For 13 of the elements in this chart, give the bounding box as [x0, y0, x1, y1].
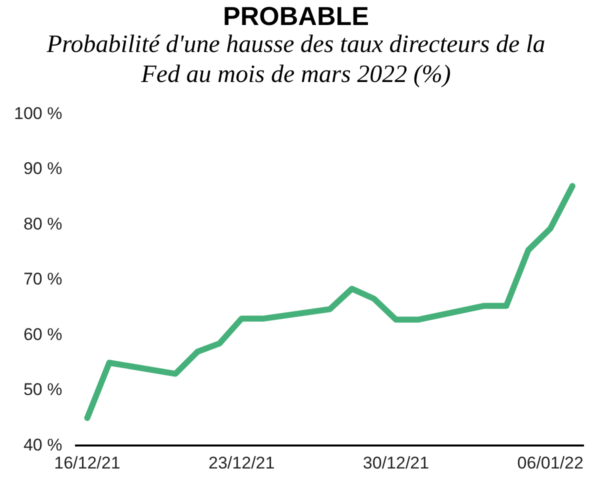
y-tick-label: 50 % — [23, 380, 62, 400]
x-tick-label: 23/12/21 — [208, 453, 275, 472]
y-tick-label: 90 % — [23, 159, 62, 178]
y-tick-label: 60 % — [23, 324, 62, 344]
chart-title: PROBABLE — [222, 1, 370, 31]
y-tick-label: 100 % — [14, 104, 62, 123]
y-tick-label: 80 % — [23, 214, 62, 234]
x-tick-label: 06/01/22 — [517, 453, 584, 472]
x-tick-label: 30/12/21 — [362, 453, 430, 472]
y-tick-label: 40 % — [23, 435, 62, 454]
x-tick-label: 16/12/21 — [54, 453, 120, 472]
y-tick-label: 70 % — [23, 270, 62, 289]
chart-subtitle: Probabilité d'une hausse des taux directeurs de la Fed au mois de mars 2022 (%) — [46, 30, 546, 90]
